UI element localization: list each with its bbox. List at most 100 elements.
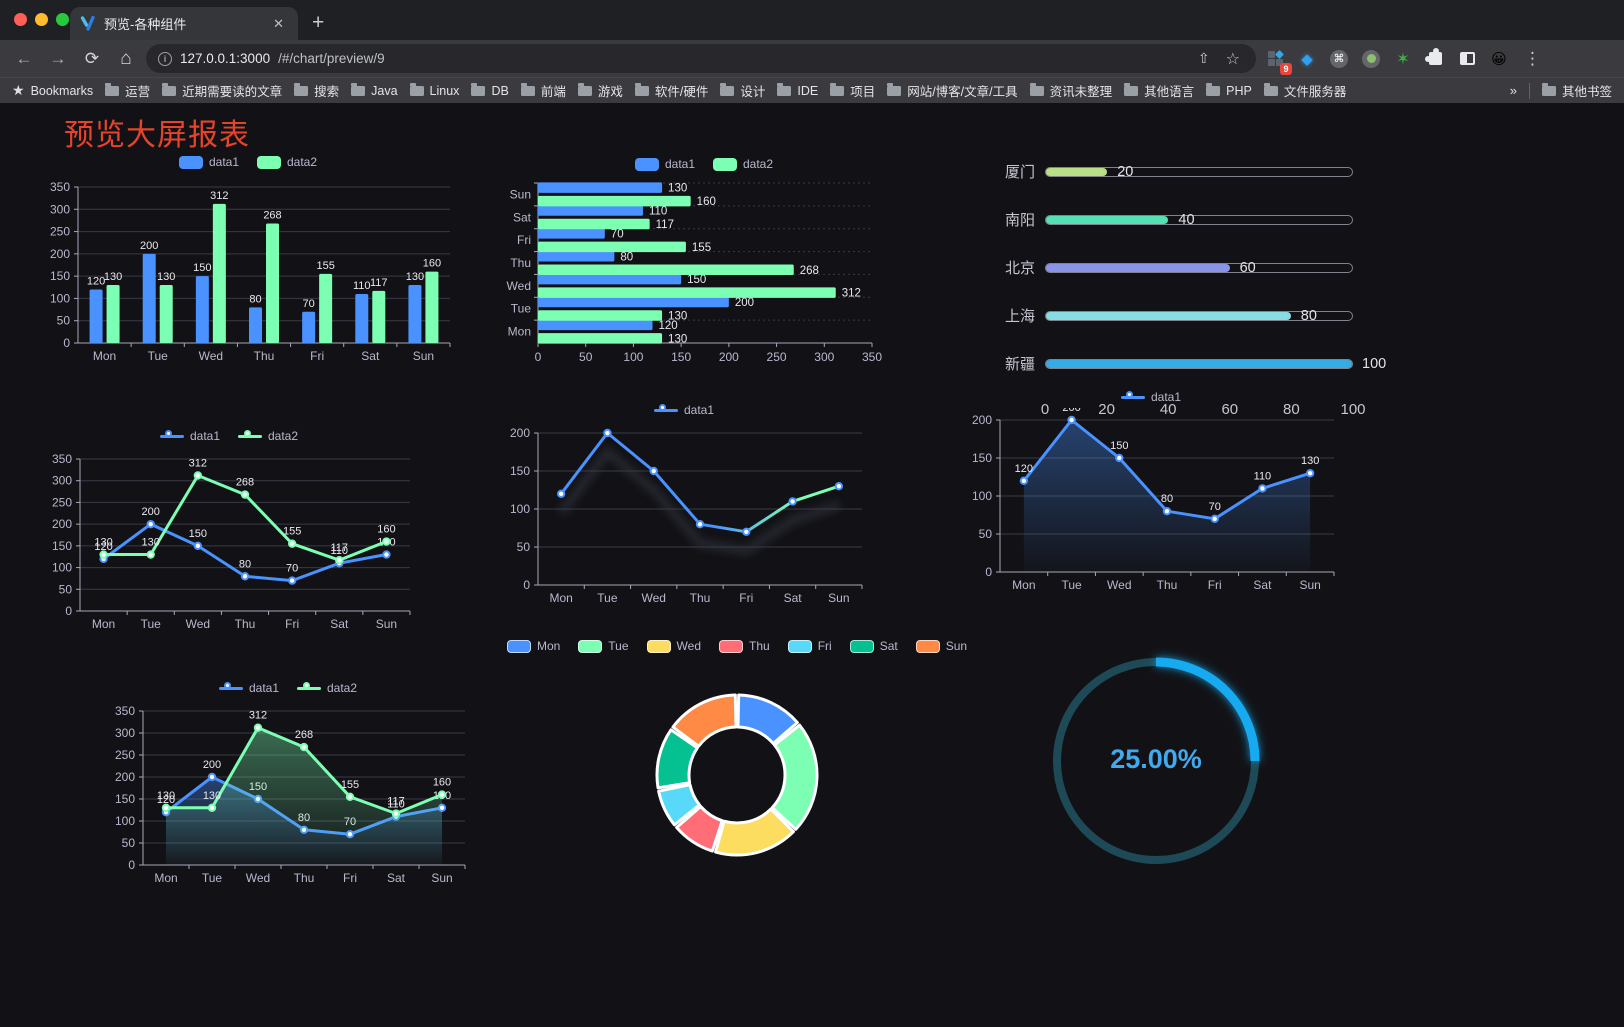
site-info-icon[interactable]: i [158, 51, 172, 66]
bookmark-folder[interactable]: 近期需要读的文章 [162, 81, 282, 100]
bookmarks-overflow-icon[interactable]: » [1509, 83, 1517, 98]
side-panel-icon[interactable] [1454, 46, 1480, 72]
address-bar[interactable]: i 127.0.0.1:3000 /#/chart/preview/9 ⇧ ☆ [146, 44, 1256, 73]
home-icon[interactable]: ⌂ [120, 47, 132, 69]
svg-text:Mon: Mon [508, 325, 531, 339]
bookmark-star-icon[interactable]: ☆ [1225, 50, 1240, 68]
command-extension-icon[interactable]: ⌘ [1326, 46, 1352, 72]
bookmark-folder[interactable]: 项目 [830, 81, 875, 100]
legend-swatch-icon [653, 404, 678, 416]
svg-text:Tue: Tue [202, 871, 223, 885]
chart-donut[interactable]: Mon Tue Wed Thu Fri Sat Sun [506, 635, 967, 883]
folder-icon [887, 82, 902, 96]
chart-legend[interactable]: data1 data2 [103, 677, 473, 699]
puzzle-extensions-icon[interactable] [1422, 46, 1448, 72]
bookmark-folder[interactable]: DB [471, 82, 509, 98]
green-star-extension-icon[interactable]: ✶ [1396, 50, 1410, 68]
bookmark-folder[interactable]: 其他语言 [1124, 81, 1194, 100]
gem-extension-icon[interactable]: ◆ [1301, 50, 1313, 68]
share-icon[interactable]: ⇧ [1197, 50, 1210, 66]
bookmark-folder[interactable]: 文件服务器 [1263, 81, 1346, 100]
close-window-icon[interactable] [14, 13, 27, 26]
tab-close-icon[interactable]: ✕ [273, 15, 284, 31]
svg-text:120: 120 [157, 794, 175, 806]
bookmark-folder[interactable]: 网站/博客/文章/工具 [887, 81, 1018, 100]
record-extension-icon[interactable] [1358, 46, 1384, 72]
chart-legend[interactable]: Mon Tue Wed Thu Fri Sat Sun [506, 635, 967, 657]
bookmark-folder[interactable]: IDE [777, 82, 818, 98]
minimize-window-icon[interactable] [35, 13, 48, 26]
forward-icon[interactable]: → [49, 48, 67, 68]
svg-text:Sat: Sat [330, 617, 349, 631]
legend-item[interactable]: Mon [506, 639, 560, 653]
legend-item[interactable]: Tue [578, 639, 629, 653]
progress-track: 80 [1045, 308, 1353, 324]
legend-swatch-icon [506, 639, 531, 653]
new-tab-button[interactable]: + [312, 11, 325, 34]
legend-item[interactable]: data1 [218, 681, 279, 695]
legend-item[interactable]: Thu [719, 639, 770, 653]
legend-item[interactable]: Sat [849, 639, 898, 653]
legend-item[interactable]: data2 [713, 157, 773, 171]
legend-item[interactable]: data1 [1120, 390, 1181, 404]
bookmarks-manager[interactable]: ★ Bookmarks [12, 82, 93, 99]
svg-text:150: 150 [52, 539, 72, 553]
legend-item[interactable]: data1 [634, 157, 695, 171]
legend-item[interactable]: data2 [297, 681, 357, 695]
bookmark-folder[interactable]: 搜索 [294, 81, 339, 100]
chart-legend[interactable]: data1 [498, 399, 870, 421]
chart-line-two-series[interactable]: data1 data2 0 50 100 150 200 250 300 350 Mon Tue Wed… [40, 425, 418, 641]
bookmark-folder[interactable]: PHP [1206, 82, 1252, 98]
bookmark-folder[interactable]: 运营 [105, 81, 150, 100]
chart-line-area[interactable]: data1 0 50 100 150 200 Mon Tue Wed Thu Fri Sat Sun 12… [960, 386, 1342, 602]
emoji-extension-icon[interactable]: 😀 [1491, 50, 1507, 68]
chart-gauge[interactable]: 25.00% [1040, 645, 1272, 877]
chart-progress-bars[interactable]: 厦门 20 南阳 40 北京 60 上海 80 新疆 100 0 20 40 60 80 100 [993, 161, 1386, 419]
progress-fill [1046, 359, 1352, 368]
legend-item[interactable]: data1 [178, 155, 239, 169]
legend-item[interactable]: data1 [653, 403, 714, 417]
svg-text:0: 0 [63, 336, 70, 350]
other-bookmarks-folder[interactable]: 其他书签 [1541, 81, 1612, 100]
legend-item[interactable]: data1 [159, 429, 220, 443]
chart-bar-horizontal[interactable]: data1 data2 0 50 100 150 200 250 300 350 Mon 120 130… [498, 153, 910, 373]
gauge-value-label: 25.00% [1110, 744, 1202, 774]
bookmark-folder[interactable]: Java [351, 82, 398, 98]
svg-text:130: 130 [668, 310, 687, 322]
chart-bar-vertical[interactable]: data1 data2 0 50 100 150 200 250 300 350 Mon Tue Wed… [38, 151, 458, 373]
legend-item[interactable]: Fri [787, 639, 832, 653]
back-icon[interactable]: ← [15, 48, 33, 68]
bookmark-folder[interactable]: 设计 [720, 81, 765, 100]
svg-text:110: 110 [649, 206, 667, 218]
legend-item[interactable]: Wed [646, 639, 701, 653]
bookmark-folder[interactable]: 资讯未整理 [1029, 81, 1112, 100]
legend-item[interactable]: Sun [915, 639, 967, 653]
bookmark-folder[interactable]: 软件/硬件 [634, 81, 708, 100]
extension-grid-icon[interactable]: 9 [1262, 46, 1292, 75]
zoom-window-icon[interactable] [56, 13, 69, 26]
chart-legend[interactable]: data1 data2 [498, 153, 910, 175]
bookmark-folder[interactable]: 游戏 [577, 81, 623, 100]
svg-text:Sun: Sun [510, 187, 531, 201]
browser-tab[interactable]: 预览-各种组件 ✕ [70, 7, 298, 40]
chart-line-gradient[interactable]: data1 0 50 100 150 200 Mon Tue Wed Thu Fri Sat Sun [498, 399, 870, 615]
browser-menu-icon[interactable]: ⋮ [1524, 48, 1541, 68]
legend-item[interactable]: data2 [238, 429, 298, 443]
bookmark-folder[interactable]: 前端 [520, 81, 566, 100]
legend-item[interactable]: data2 [257, 155, 317, 169]
svg-text:Mon: Mon [1012, 578, 1035, 592]
reload-icon[interactable]: ⟳ [84, 48, 100, 68]
svg-text:117: 117 [331, 542, 349, 554]
svg-text:130: 130 [668, 183, 687, 195]
svg-text:160: 160 [697, 196, 716, 208]
svg-text:160: 160 [433, 777, 451, 789]
chart-legend[interactable]: data1 [960, 386, 1342, 408]
svg-text:Sun: Sun [413, 349, 434, 363]
window-controls[interactable] [14, 13, 69, 26]
svg-text:200: 200 [52, 517, 72, 531]
progress-track: 60 [1045, 260, 1353, 276]
chart-line-area-double[interactable]: data1 data2 0 50 100 150 200 250 300 350 Mon Tue Wed… [103, 677, 473, 895]
chart-legend[interactable]: data1 data2 [38, 151, 458, 173]
bookmark-folder[interactable]: Linux [409, 82, 459, 98]
chart-legend[interactable]: data1 data2 [40, 425, 418, 447]
